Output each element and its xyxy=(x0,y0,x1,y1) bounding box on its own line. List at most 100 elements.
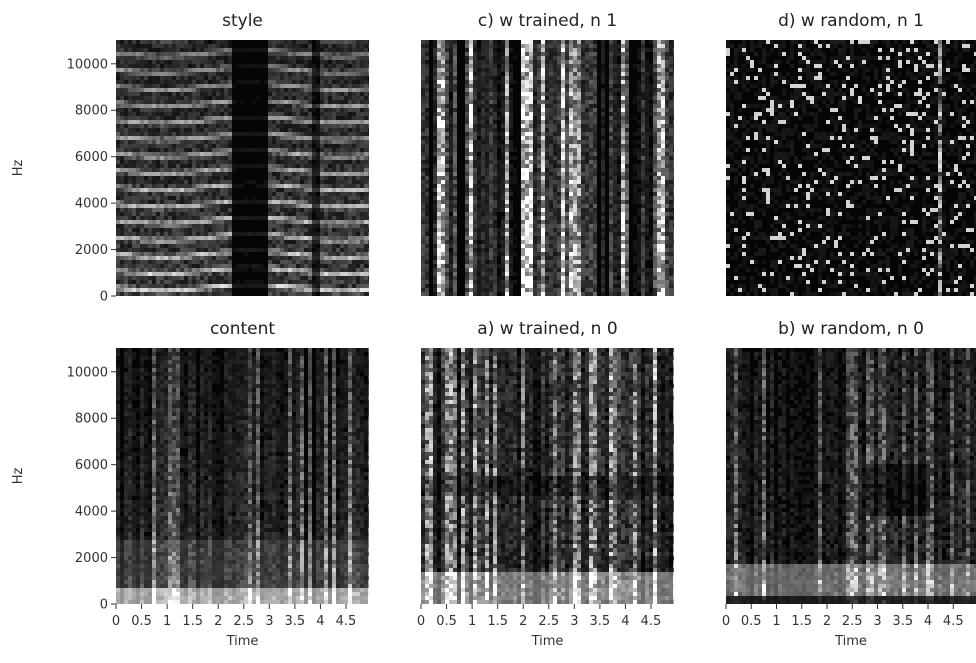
spectrogram-cell xyxy=(188,128,192,132)
spectrogram-cell xyxy=(501,280,505,284)
spectrogram-cell xyxy=(272,84,276,88)
spectrogram-cell xyxy=(212,156,216,160)
spectrogram-cell xyxy=(276,208,280,212)
spectrogram-cell xyxy=(204,104,208,108)
spectrogram-cell xyxy=(132,280,136,284)
spectrogram-cell xyxy=(220,88,224,92)
spectrogram-cell xyxy=(228,184,232,188)
spectrogram-cell xyxy=(216,120,220,124)
spectrogram-cell xyxy=(352,68,356,72)
spectrogram-cell xyxy=(453,192,457,196)
spectrogram-cell xyxy=(296,152,300,156)
spectrogram-cell xyxy=(364,208,368,212)
spectrogram-cell xyxy=(453,252,457,256)
spectrogram-cell xyxy=(172,100,176,104)
spectrogram-cell xyxy=(521,72,525,76)
spectrogram-cell xyxy=(340,128,344,132)
spectrogram-cell xyxy=(441,212,445,216)
spectrogram-cell xyxy=(521,56,525,60)
spectrogram-cell xyxy=(272,56,276,60)
spectrogram-cell xyxy=(521,204,525,208)
spectrogram-cell xyxy=(268,68,272,72)
spectrogram-cell xyxy=(521,144,525,148)
spectrogram-cell xyxy=(156,272,160,276)
spectrogram-cell xyxy=(296,88,300,92)
spectrogram-cell xyxy=(132,152,136,156)
spectrogram-cell xyxy=(340,268,344,272)
spectrogram-cell xyxy=(224,260,228,264)
spectrogram-cell xyxy=(176,280,180,284)
spectrogram-cell xyxy=(188,284,192,288)
spectrogram-cell xyxy=(340,152,344,156)
spectrogram-cell xyxy=(421,260,425,264)
spectrogram-cell xyxy=(180,168,184,172)
spectrogram-cell xyxy=(296,180,300,184)
spectrogram-cell xyxy=(441,64,445,68)
spectrogram-cell xyxy=(196,156,200,160)
spectrogram-cell xyxy=(364,44,368,48)
spectrogram-cell xyxy=(469,232,473,236)
spectrogram-cell xyxy=(493,168,497,172)
spectrogram-cell xyxy=(156,164,160,168)
spectrogram-cell xyxy=(224,268,228,272)
spectrogram-cell xyxy=(441,196,445,200)
spectrogram-cell xyxy=(212,84,216,88)
spectrogram-cell xyxy=(284,252,288,256)
spectrogram-cell xyxy=(196,140,200,144)
spectrogram-cell xyxy=(288,212,292,216)
spectrogram-cell xyxy=(128,268,132,272)
spectrogram-cell xyxy=(228,64,232,68)
spectrogram-cell xyxy=(128,108,132,112)
spectrogram-cell xyxy=(136,156,140,160)
spectrogram-cell xyxy=(204,212,208,216)
spectrogram-cell xyxy=(437,268,441,272)
spectrogram-cell xyxy=(360,204,364,208)
spectrogram-cell xyxy=(421,96,425,100)
spectrogram-cell xyxy=(192,68,196,72)
spectrogram-cell xyxy=(465,216,469,220)
spectrogram-cell xyxy=(148,188,152,192)
spectrogram-cell xyxy=(140,184,144,188)
spectrogram-cell xyxy=(509,128,513,132)
spectrogram-cell xyxy=(136,116,140,120)
spectrogram-cell xyxy=(501,84,505,88)
spectrogram-cell xyxy=(360,176,364,180)
spectrogram-cell xyxy=(160,80,164,84)
spectrogram-cell xyxy=(296,236,300,240)
spectrogram-cell xyxy=(332,68,336,72)
spectrogram-cell xyxy=(200,188,204,192)
spectrogram-cell xyxy=(276,72,280,76)
spectrogram-cell xyxy=(481,104,485,108)
spectrogram-cell xyxy=(264,164,268,168)
spectrogram-cell xyxy=(164,204,168,208)
spectrogram-cell xyxy=(521,48,525,52)
spectrogram-cell xyxy=(172,208,176,212)
spectrogram-cell xyxy=(425,148,429,152)
spectrogram-cell xyxy=(200,108,204,112)
spectrogram-cell xyxy=(208,220,212,224)
spectrogram-cell xyxy=(324,276,328,280)
spectrogram-cell xyxy=(465,80,469,84)
spectrogram-cell xyxy=(481,216,485,220)
spectrogram-cell xyxy=(220,292,224,296)
spectrogram-cell xyxy=(328,176,332,180)
spectrogram-cell xyxy=(505,248,509,252)
spectrogram-cell xyxy=(224,136,228,140)
spectrogram-cell xyxy=(449,116,453,120)
spectrogram-cell xyxy=(152,124,156,128)
spectrogram-cell xyxy=(481,212,485,216)
spectrogram-cell xyxy=(489,212,493,216)
spectrogram-cell xyxy=(320,164,324,168)
spectrogram-cell xyxy=(196,120,200,124)
spectrogram-cell xyxy=(128,128,132,132)
spectrogram-cell xyxy=(449,56,453,60)
spectrogram-cell xyxy=(296,92,300,96)
spectrogram-cell xyxy=(469,292,473,296)
spectrogram-cell xyxy=(316,88,320,92)
spectrogram-cell xyxy=(128,60,132,64)
spectrogram-cell xyxy=(521,68,525,72)
spectrogram-cell xyxy=(364,180,368,184)
spectrogram-cell xyxy=(120,184,124,188)
spectrogram-cell xyxy=(453,208,457,212)
spectrogram-cell xyxy=(204,292,208,296)
